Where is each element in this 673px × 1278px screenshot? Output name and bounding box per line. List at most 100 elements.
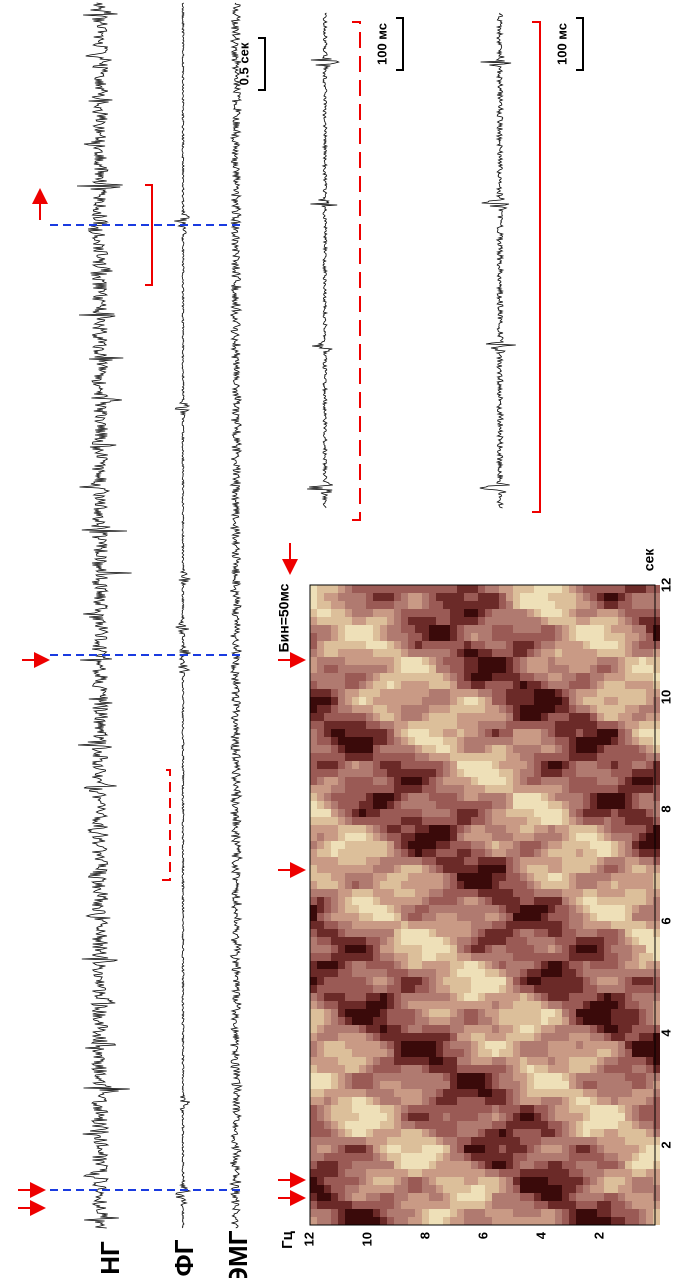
spectrogram-cell	[513, 1217, 520, 1225]
spectrogram-cell	[499, 897, 506, 905]
spectrogram-cell	[331, 1185, 338, 1193]
spectrogram-cell	[492, 761, 499, 769]
spectrogram-cell	[345, 921, 352, 929]
spectrogram-cell	[457, 985, 464, 993]
spectrogram-cell	[338, 849, 345, 857]
spectrogram-cell	[499, 777, 506, 785]
spectrogram-cell	[569, 785, 576, 793]
spectrogram-cell	[310, 873, 317, 881]
spectrogram-cell	[310, 1025, 317, 1033]
spectrogram-cell	[534, 681, 541, 689]
spectrogram-cell	[555, 801, 562, 809]
spectrogram-cell	[324, 1185, 331, 1193]
spectrogram-cell	[464, 713, 471, 721]
spectrogram-cell	[443, 1065, 450, 1073]
spectrogram-cell	[513, 841, 520, 849]
spectrogram-cell	[436, 865, 443, 873]
spectrogram-cell	[317, 929, 324, 937]
spectrogram-cell	[450, 937, 457, 945]
spectrogram-cell	[583, 1073, 590, 1081]
spectrogram-cell	[513, 865, 520, 873]
spectrogram-cell	[457, 1009, 464, 1017]
spectrogram-cell	[338, 985, 345, 993]
spectrogram-cell	[422, 1161, 429, 1169]
spectrogram-cell	[429, 913, 436, 921]
spectrogram-cell	[604, 841, 611, 849]
spectrogram-cell	[492, 1009, 499, 1017]
spectrogram-cell	[415, 865, 422, 873]
spectrogram-cell	[478, 841, 485, 849]
spectrogram-cell	[653, 1217, 660, 1225]
spectrogram-cell	[366, 865, 373, 873]
spectrogram-cell	[359, 681, 366, 689]
spectrogram-cell	[534, 801, 541, 809]
spectrogram-cell	[506, 1137, 513, 1145]
spectrogram-cell	[611, 1177, 618, 1185]
spectrogram-cell	[338, 1081, 345, 1089]
spectrogram-cell	[471, 1169, 478, 1177]
spectrogram-cell	[317, 921, 324, 929]
spectrogram-cell	[422, 969, 429, 977]
spectrogram-cell	[317, 905, 324, 913]
spectrogram-cell	[422, 1009, 429, 1017]
spectrogram-cell	[639, 865, 646, 873]
spectrogram-cell	[604, 881, 611, 889]
spectrogram-cell	[492, 929, 499, 937]
spectrogram-cell	[597, 1097, 604, 1105]
spectrogram-cell	[436, 761, 443, 769]
spectrogram-cell	[464, 729, 471, 737]
spectrogram-cell	[646, 817, 653, 825]
spectrogram-cell	[478, 969, 485, 977]
spectrogram-cell	[401, 1145, 408, 1153]
spectrogram-cell	[485, 825, 492, 833]
spectrogram-cell	[415, 1009, 422, 1017]
spectrogram-cell	[506, 1105, 513, 1113]
spectrogram-cell	[625, 649, 632, 657]
spectrogram-cell	[401, 1089, 408, 1097]
spectrogram-cell	[478, 889, 485, 897]
spectrogram-cell	[527, 993, 534, 1001]
spectrogram-cell	[534, 825, 541, 833]
spectrogram-cell	[408, 713, 415, 721]
spectrogram-cell	[401, 1057, 408, 1065]
spectrogram-cell	[639, 1017, 646, 1025]
spectrogram-cell	[373, 929, 380, 937]
spectrogram-cell	[443, 801, 450, 809]
spectrogram-cell	[387, 785, 394, 793]
spectrogram-cell	[394, 1041, 401, 1049]
spectrogram-cell	[625, 913, 632, 921]
spectrogram-cell	[590, 1217, 597, 1225]
spectrogram-cell	[520, 881, 527, 889]
spectrogram-cell	[590, 1073, 597, 1081]
spectrogram-cell	[653, 729, 660, 737]
spectrogram-cell	[541, 721, 548, 729]
spectrogram-cell	[443, 1161, 450, 1169]
spectrogram-cell	[520, 673, 527, 681]
spectrogram-cell	[478, 865, 485, 873]
spectrogram-cell	[534, 1185, 541, 1193]
spectrogram-cell	[352, 1041, 359, 1049]
spectrogram-cell	[471, 593, 478, 601]
spectrogram-cell	[632, 929, 639, 937]
spectrogram-cell	[569, 705, 576, 713]
spectrogram-cell	[366, 705, 373, 713]
spectrogram-cell	[492, 841, 499, 849]
spectrogram-cell	[520, 753, 527, 761]
spectrogram-cell	[317, 753, 324, 761]
spectrogram-cell	[338, 865, 345, 873]
spectrogram-cell	[408, 633, 415, 641]
spectrogram-cell	[576, 785, 583, 793]
spectrogram-cell	[387, 1025, 394, 1033]
spectrogram-cell	[345, 593, 352, 601]
spectrogram-cell	[513, 913, 520, 921]
spectrogram-cell	[527, 969, 534, 977]
spectrogram-cell	[520, 729, 527, 737]
spectrogram-cell	[618, 633, 625, 641]
spectrogram-cell	[429, 1209, 436, 1217]
spectrogram-cell	[569, 1025, 576, 1033]
spectrogram-cell	[352, 681, 359, 689]
spectrogram-cell	[611, 1009, 618, 1017]
spectrogram-cell	[429, 705, 436, 713]
spectrogram-cell	[443, 905, 450, 913]
spectrogram-cell	[597, 1193, 604, 1201]
